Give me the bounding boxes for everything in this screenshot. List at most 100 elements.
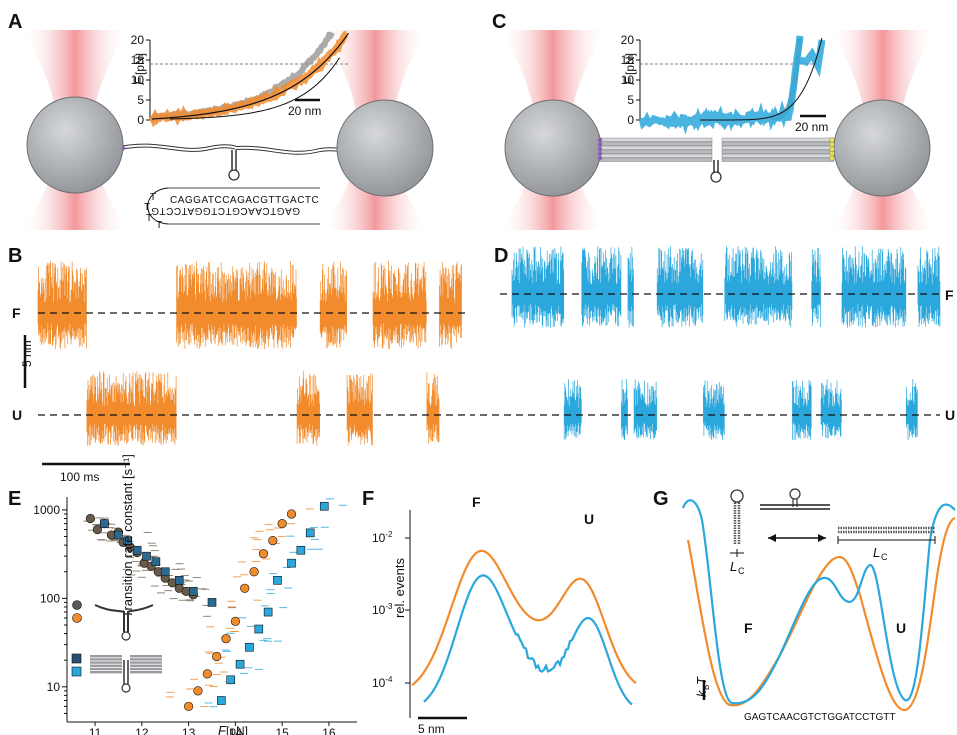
- trace-b: [37, 261, 462, 446]
- g-state-f: F: [744, 620, 753, 636]
- inset-a-ytick-tick-5: 5: [137, 93, 144, 107]
- panel-f-label: F: [362, 488, 374, 510]
- e-point-s3-0: [217, 696, 226, 705]
- f-ytick-2: 10-4: [372, 675, 393, 690]
- f-scale-label: 5 nm: [418, 722, 445, 735]
- g-kbt-k: k: [694, 689, 709, 697]
- e-point-s2-0: [100, 519, 109, 528]
- inset-c: 0 5 10 15 20 F [pN] 20 nm: [621, 33, 828, 135]
- inset-c-scale-label: 20 nm: [795, 120, 828, 134]
- g-curve-orange: [686, 516, 956, 712]
- e-xtick-12: 12: [135, 726, 149, 735]
- state-f-d: F: [945, 287, 954, 303]
- origami-anchor-right: [829, 155, 835, 161]
- e-point-s1-6: [240, 583, 250, 593]
- f-peak-f: F: [472, 494, 481, 510]
- e-point-s3-9: [305, 528, 315, 538]
- e-point-s2-7: [174, 576, 184, 585]
- e-point-s3-6: [273, 576, 282, 585]
- state-f-b: F: [12, 305, 21, 321]
- e-xtick-14: 14: [229, 726, 243, 735]
- g-kbt-sub: B: [702, 685, 711, 690]
- scale-x-b-label: 100 ms: [60, 470, 99, 484]
- state-u-b: U: [12, 407, 22, 423]
- origami-anchor-left: [597, 155, 603, 161]
- bead-c-left: [504, 99, 602, 197]
- hairpin-sequence: CAGGATCCAGACGTTGACTC GAGTCAACGTCTGGATCCT…: [144, 187, 320, 231]
- e-point-s1-2: [202, 669, 212, 679]
- loop-letter-1: T: [150, 192, 157, 203]
- f-curve-orange: [411, 549, 637, 687]
- e-point-s3-2: [235, 659, 245, 669]
- panel-e: E 11 12 13 14 15 16 10 100 1000 Transition rate …: [8, 454, 357, 735]
- origami-anchor-right: [829, 146, 835, 152]
- e-point-s1-3: [212, 651, 222, 662]
- origami-anchor-left: [597, 151, 603, 156]
- panel-b-label: B: [8, 245, 22, 267]
- panel-e-label: E: [8, 488, 21, 510]
- e-point-s1-8: [258, 549, 269, 559]
- g-sequence: GAGTCAACGTCTGGATCCTGTT: [744, 712, 895, 723]
- e-point-s1-10: [277, 519, 287, 529]
- e-point-s0-1: [92, 524, 103, 535]
- panel-b: B F U 5 nm 100 ms: [8, 245, 475, 484]
- e-point-s1-1: [193, 686, 203, 696]
- inset-c-ytick-tick-15: 15: [621, 53, 635, 67]
- inset-c-ylabel-f: F: [622, 76, 637, 85]
- e-point-s2-3: [132, 545, 142, 555]
- e-xtick-13: 13: [182, 726, 196, 735]
- e-point-s1-9: [268, 535, 278, 546]
- loop-letter-3: T: [146, 213, 153, 224]
- inset-a-ytick-tick-10: 10: [131, 73, 145, 87]
- e-point-s1-4: [221, 634, 231, 644]
- bead-right: [336, 99, 434, 197]
- panel-d-label: D: [494, 245, 508, 267]
- g-lc-left: L: [730, 559, 737, 574]
- trace-d: [511, 246, 941, 441]
- inset-c-ytick-tick-10: 10: [621, 73, 635, 87]
- origami-anchor-right: [829, 141, 835, 148]
- e-xlabel-unit: [pN]: [226, 724, 248, 735]
- f-curve-blue: [423, 574, 633, 706]
- e-point-s3-4: [254, 624, 264, 634]
- origami-anchor-left: [597, 142, 603, 147]
- bead-left: [26, 96, 124, 194]
- e-xlabel-f: F: [218, 723, 227, 735]
- origami-anchor-left: [597, 137, 603, 143]
- g-kbt-t: T: [694, 676, 709, 685]
- sequence-bottom: GAGTCAACGTCTGGATCCTG: [151, 205, 300, 216]
- origami-anchor-left: [597, 146, 603, 152]
- inset-c-ytick-tick-5: 5: [627, 93, 634, 107]
- panel-g-label: G: [653, 488, 669, 510]
- e-point-s2-4: [142, 551, 151, 561]
- e-point-s2-5: [151, 557, 161, 566]
- g-curve-blue: [681, 499, 956, 705]
- e-point-s3-10: [319, 501, 329, 511]
- e-point-s3-1: [226, 675, 236, 685]
- loop-letter-4: T: [156, 220, 163, 231]
- e-xtick-15: 15: [275, 726, 289, 735]
- bead-c-right: [833, 99, 931, 197]
- hairpin-loop: [228, 169, 240, 181]
- e-point-s3-3: [245, 642, 254, 652]
- e-point-s2-1: [114, 530, 123, 540]
- sequence-top: CAGGATCCAGACGTTGACTC: [170, 195, 319, 206]
- e-ytick-10: 10: [47, 680, 61, 694]
- e-point-s2-9: [207, 598, 217, 607]
- e-point-s2-8: [188, 587, 198, 596]
- inset-c-ytick-tick-0: 0: [627, 113, 634, 127]
- loop-letter-2: T: [144, 202, 151, 213]
- inset-a-ytick-tick-20: 20: [131, 33, 145, 47]
- e-point-s1-7: [249, 567, 259, 577]
- state-u-d: U: [945, 407, 955, 423]
- e-point-s2-6: [160, 567, 170, 577]
- g-lc-right-sub: C: [881, 552, 888, 562]
- inset-a-scale-label: 20 nm: [288, 104, 321, 118]
- panel-g: G F U L C L C: [653, 488, 956, 723]
- g-state-u: U: [896, 620, 906, 636]
- panel-c-label: C: [492, 11, 506, 33]
- inset-a-ylabel-f: F: [132, 76, 147, 85]
- panel-f: F 10-2 10-3 10-4 rel. events F U 5 nm: [362, 488, 637, 735]
- panel-d: D F U: [480, 245, 955, 441]
- inset-a: 0 5 10 15 20 F [pN] 20 nm: [131, 30, 350, 128]
